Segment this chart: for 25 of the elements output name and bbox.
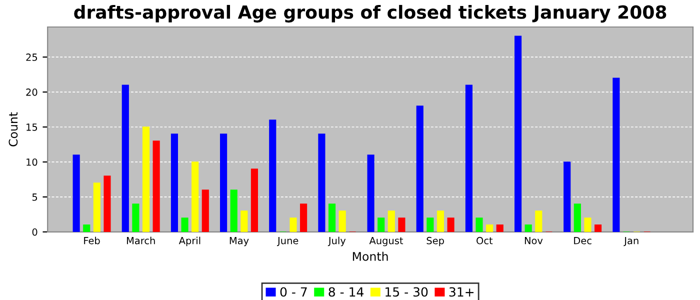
x-tick-label: May (230, 237, 249, 246)
x-axis-title: Month (352, 252, 388, 261)
y-tick-label: 0 (32, 228, 38, 236)
y-tick-label: 20 (26, 88, 38, 96)
legend-label: 0 - 7 (280, 287, 307, 297)
legend-label: 15 - 30 (386, 287, 428, 297)
x-tick-label: Dec (574, 237, 592, 244)
x-tick-label: July (328, 236, 346, 246)
chart-title: drafts-approval Age groups of closed tickets January 2008 (74, 4, 666, 23)
x-tick-label: June (277, 237, 298, 246)
x-tick-label: Oct (476, 236, 493, 244)
y-tick-label: 10 (26, 158, 38, 166)
x-tick-label: Jan (624, 237, 638, 246)
x-tick-label: Nov (524, 237, 543, 244)
y-axis-title: Count (8, 112, 18, 146)
x-tick-label: August (369, 237, 404, 246)
y-tick-label: 5 (32, 194, 38, 201)
x-tick-label: March (126, 236, 155, 244)
y-tick-label: 15 (26, 124, 38, 131)
legend-label: 31+ (449, 287, 474, 297)
x-tick-label: Feb (84, 236, 100, 244)
y-tick-label: 25 (26, 54, 38, 61)
x-tick-label: Sep (426, 236, 444, 246)
x-tick-label: April (178, 236, 200, 246)
legend-label: 8 - 14 (328, 287, 364, 297)
